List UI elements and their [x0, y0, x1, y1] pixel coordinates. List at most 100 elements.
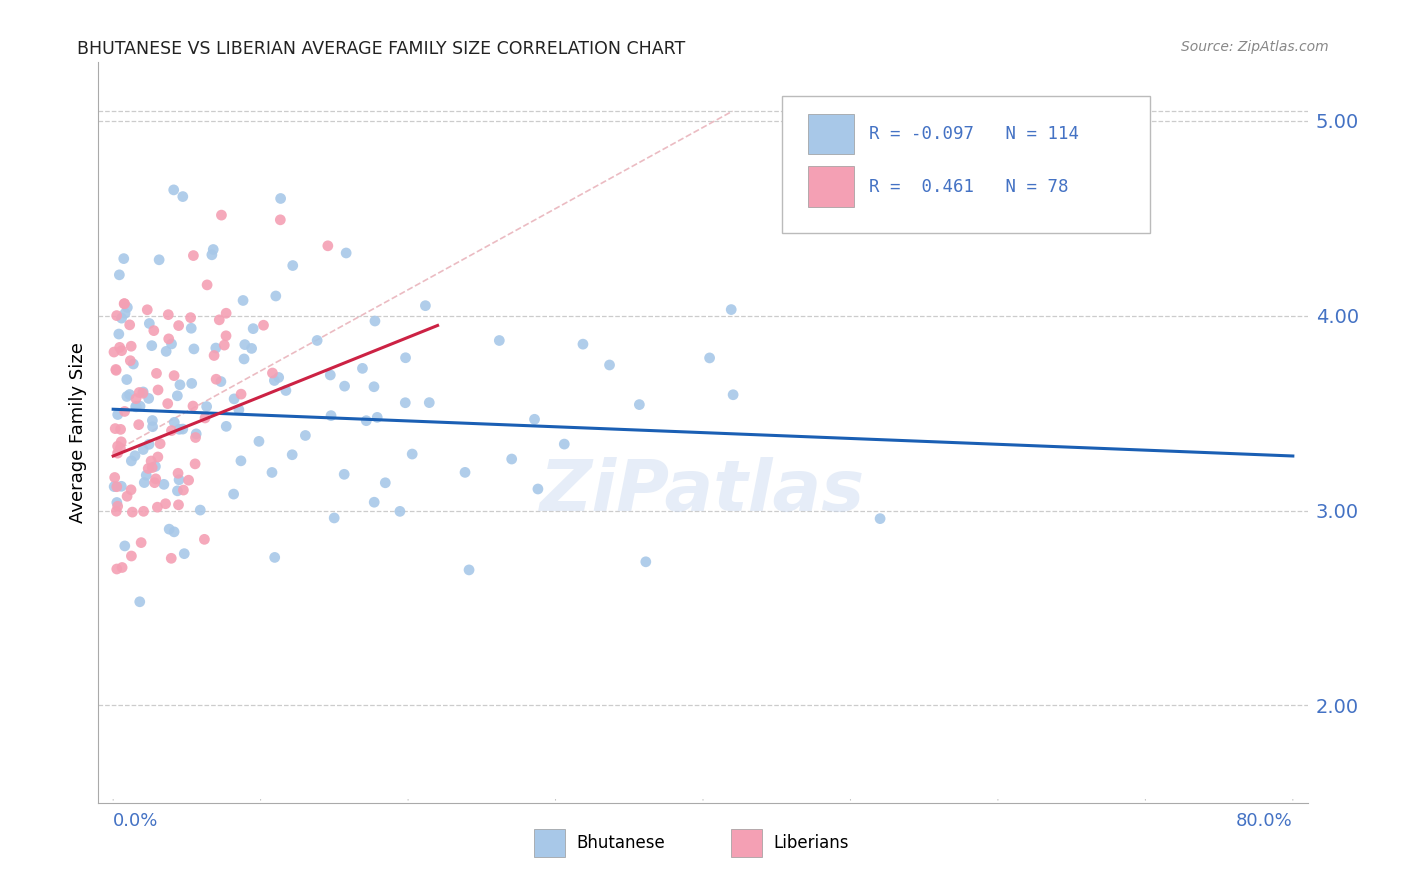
Point [195, 277, 218, 292]
Text: ZiPatlas: ZiPatlas [540, 458, 866, 526]
Point [394, 395, 416, 409]
Point [720, 302, 742, 317]
Point [323, 511, 346, 525]
Point [120, 353, 142, 368]
FancyBboxPatch shape [808, 114, 855, 154]
Point [105, 309, 128, 323]
Point [634, 555, 657, 569]
Point [572, 337, 595, 351]
Text: 0.0%: 0.0% [112, 813, 159, 830]
Point [599, 358, 621, 372]
Point [124, 449, 146, 463]
Point [208, 313, 231, 327]
Point [628, 398, 651, 412]
Point [138, 392, 160, 406]
Point [157, 308, 180, 322]
Point [115, 373, 138, 387]
Point [146, 450, 169, 464]
Point [163, 368, 186, 383]
Point [307, 334, 329, 348]
Text: BHUTANESE VS LIBERIAN AVERAGE FAMILY SIZE CORRELATION CHART: BHUTANESE VS LIBERIAN AVERAGE FAMILY SIZ… [77, 40, 686, 58]
Point [319, 409, 342, 423]
Point [869, 511, 891, 525]
Point [138, 317, 160, 331]
Point [112, 252, 135, 266]
Point [143, 475, 166, 490]
Point [118, 387, 141, 401]
Point [501, 452, 523, 467]
Point [163, 524, 186, 539]
Point [167, 473, 190, 487]
Point [215, 306, 238, 320]
Point [458, 563, 481, 577]
Point [118, 318, 141, 332]
Point [155, 344, 177, 359]
Point [160, 337, 183, 351]
Point [215, 328, 238, 343]
Point [163, 183, 186, 197]
Point [209, 375, 232, 389]
Text: Source: ZipAtlas.com: Source: ZipAtlas.com [1181, 40, 1329, 54]
Point [205, 372, 228, 386]
Point [132, 386, 155, 401]
Point [167, 498, 190, 512]
Point [111, 560, 134, 574]
Point [177, 473, 200, 487]
Point [201, 248, 224, 262]
Point [125, 400, 148, 414]
Point [110, 343, 132, 358]
Point [204, 341, 226, 355]
Point [135, 468, 157, 483]
Point [270, 192, 292, 206]
Point [104, 470, 127, 484]
Point [110, 479, 132, 493]
Point [335, 246, 357, 260]
Point [167, 467, 190, 481]
Point [120, 549, 142, 563]
Point [215, 419, 238, 434]
Point [107, 408, 129, 422]
Point [188, 503, 211, 517]
Point [167, 318, 190, 333]
Point [333, 379, 356, 393]
Point [363, 380, 385, 394]
Point [129, 535, 152, 549]
Point [274, 384, 297, 398]
Point [401, 447, 423, 461]
Point [145, 472, 167, 486]
Point [136, 461, 159, 475]
Point [156, 396, 179, 410]
Point [120, 483, 142, 497]
Point [110, 311, 132, 326]
Point [120, 454, 142, 468]
Point [183, 342, 205, 356]
Point [260, 466, 283, 480]
Point [333, 467, 356, 482]
Point [163, 415, 186, 429]
Point [107, 439, 129, 453]
Point [128, 595, 150, 609]
Point [356, 414, 378, 428]
Point [128, 417, 150, 432]
Point [103, 480, 125, 494]
Text: Liberians: Liberians [773, 834, 849, 852]
Point [108, 268, 131, 282]
Point [233, 351, 256, 366]
Point [114, 306, 136, 320]
Point [141, 460, 163, 475]
Point [267, 370, 290, 384]
Text: R = -0.097   N = 114: R = -0.097 N = 114 [869, 125, 1078, 143]
Point [104, 421, 127, 435]
Point [252, 318, 274, 333]
Point [110, 442, 132, 456]
Point [132, 384, 155, 399]
Point [523, 412, 546, 426]
Point [114, 404, 136, 418]
Point [193, 533, 215, 547]
Point [294, 428, 316, 442]
Point [112, 296, 135, 310]
Point [418, 395, 440, 409]
Point [394, 351, 416, 365]
Point [186, 426, 208, 441]
Point [115, 389, 138, 403]
